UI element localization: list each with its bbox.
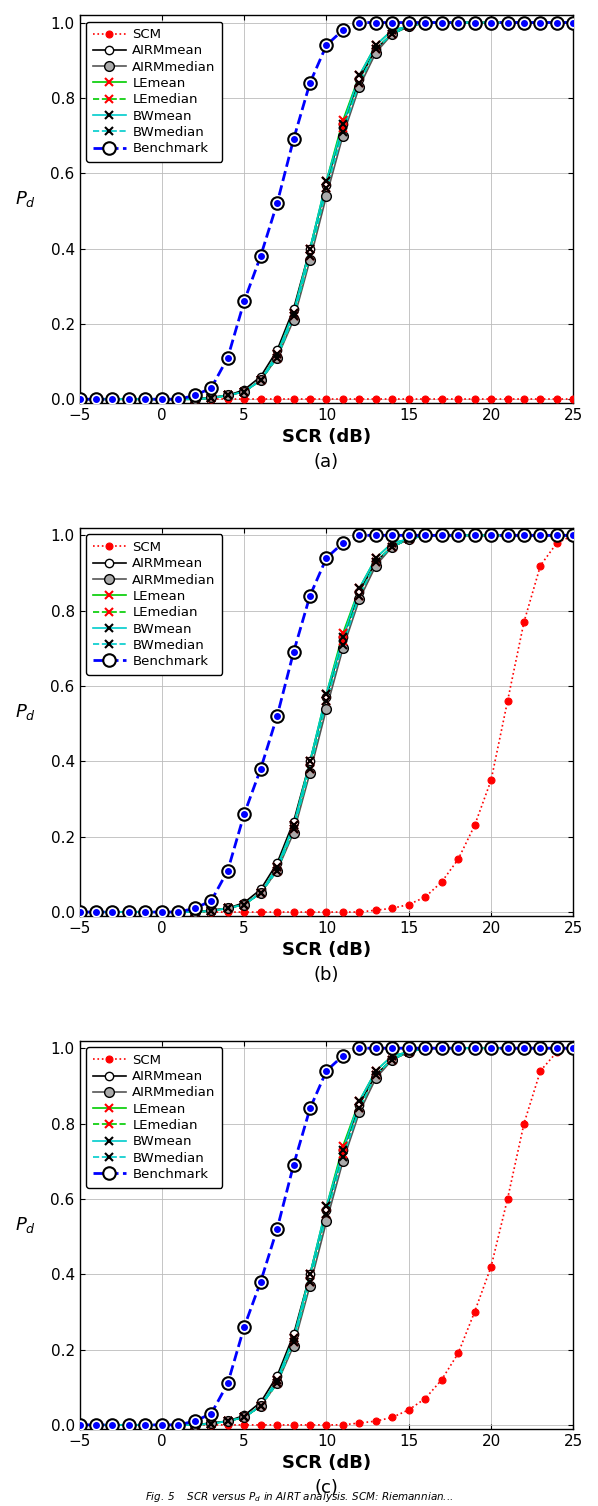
Y-axis label: $P_d$: $P_d$ (15, 702, 36, 721)
Text: (b): (b) (314, 967, 339, 985)
Text: Fig. 5    SCR versus $P_d$ in AIRT analysis. SCM: Riemannian...: Fig. 5 SCR versus $P_d$ in AIRT analysis… (145, 1491, 453, 1504)
X-axis label: SCR (dB): SCR (dB) (282, 428, 371, 446)
Legend: SCM, AIRMmean, AIRMmedian, LEmean, LEmedian, BWmean, BWmedian, Benchmark: SCM, AIRMmean, AIRMmedian, LEmean, LEmed… (86, 21, 222, 161)
Legend: SCM, AIRMmean, AIRMmedian, LEmean, LEmedian, BWmean, BWmedian, Benchmark: SCM, AIRMmean, AIRMmedian, LEmean, LEmed… (86, 535, 222, 675)
Text: (a): (a) (314, 453, 339, 471)
X-axis label: SCR (dB): SCR (dB) (282, 1455, 371, 1471)
Y-axis label: $P_d$: $P_d$ (15, 188, 36, 209)
Y-axis label: $P_d$: $P_d$ (15, 1215, 36, 1235)
Legend: SCM, AIRMmean, AIRMmedian, LEmean, LEmedian, BWmean, BWmedian, Benchmark: SCM, AIRMmean, AIRMmedian, LEmean, LEmed… (86, 1047, 222, 1188)
X-axis label: SCR (dB): SCR (dB) (282, 941, 371, 959)
Text: (c): (c) (315, 1479, 338, 1497)
